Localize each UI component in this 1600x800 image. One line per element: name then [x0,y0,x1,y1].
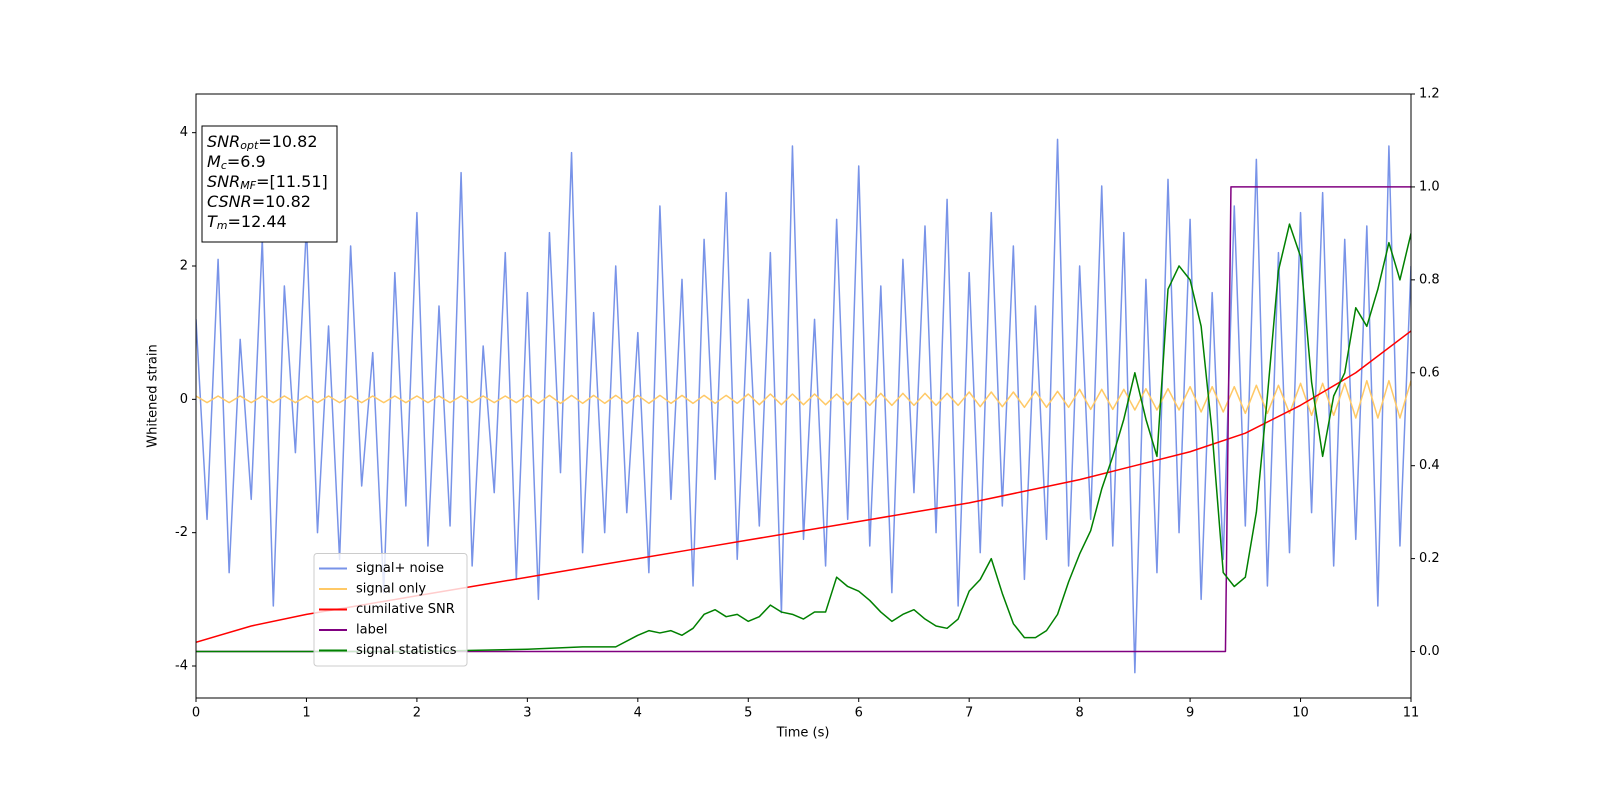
annotation-subscript: c [221,159,227,172]
x-tick-label: 6 [855,706,863,721]
y-tick-label: -4 [175,659,188,674]
annotation: Tm=12.44 [207,212,287,233]
y2-tick-label: 0.8 [1419,272,1440,287]
annotation-text: =6.9 [227,152,266,171]
y2-tick-label: 1.0 [1419,179,1440,194]
annotation-text: =12.44 [228,212,287,231]
y-tick-label: 2 [180,259,188,274]
y-tick-label: 4 [180,125,188,140]
annotation-subscript: MF [240,179,256,192]
annotation-text: =[11.51] [256,172,328,191]
x-axis-label: Time (s) [776,726,830,741]
y2-tick-label: 0.6 [1419,365,1440,380]
series-line [196,223,1411,653]
legend-label: label [356,623,387,638]
x-tick-label: 10 [1292,706,1309,721]
annotation-symbol: T [207,212,218,231]
y2-tick-label: 0.0 [1419,644,1440,659]
annotation: SNRMF=[11.51] [207,172,328,193]
legend-label: signal only [356,582,426,597]
x-tick-label: 0 [192,706,200,721]
annotation-subscript: opt [240,139,259,152]
y2-tick-label: 1.2 [1419,87,1440,102]
x-tick-label: 9 [1186,706,1194,721]
annotation-box [201,125,338,243]
x-tick-label: 5 [744,706,752,721]
annotation-subscript: m [217,219,228,232]
legend-label: signal+ noise [356,561,444,576]
x-tick-label: 4 [634,706,642,721]
annotation-text: =10.82 [258,132,317,151]
legend-box [313,553,468,667]
x-tick-label: 2 [413,706,421,721]
x-tick-label: 3 [523,706,531,721]
annotation: Mc=6.9 [207,152,266,173]
annotation-text: =10.82 [252,192,311,211]
series-line [196,186,1411,653]
annotation-symbol: SNR [207,172,240,191]
legend-label: signal statistics [356,643,457,658]
annotation-symbol: CSNR [207,192,252,211]
x-tick-label: 11 [1403,706,1420,721]
x-tick-label: 7 [965,706,973,721]
y-tick-label: -2 [175,525,188,540]
y-tick-label: 0 [180,392,188,407]
x-tick-label: 1 [302,706,310,721]
plot-frame [195,93,1412,699]
y2-tick-label: 0.2 [1419,551,1440,566]
y2-tick-label: 0.4 [1419,458,1440,473]
x-tick-label: 8 [1075,706,1083,721]
annotation-symbol: SNR [207,132,240,151]
annotation: CSNR=10.82 [207,192,311,211]
y-axis-label: Whitened strain [146,344,161,447]
annotation-symbol: M [207,152,221,171]
annotation: SNRopt=10.82 [207,132,318,153]
legend-label: cumilative SNR [356,602,455,617]
